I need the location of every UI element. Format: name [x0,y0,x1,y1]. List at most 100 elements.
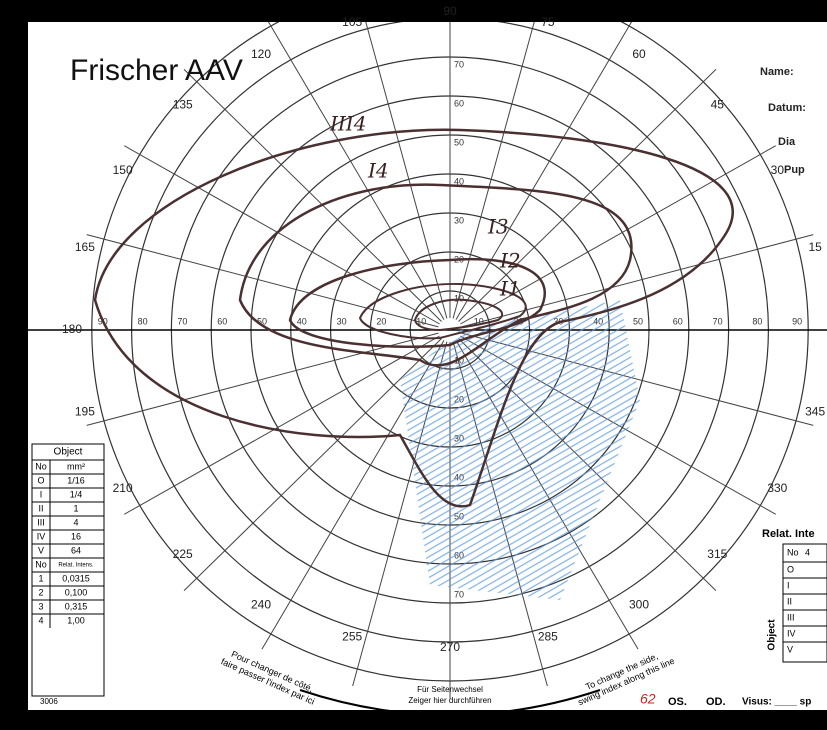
radial-label: 50 [257,316,267,326]
table-cell: II [38,503,43,513]
isopter-label: I3 [487,215,509,239]
angle-label: 165 [75,240,95,254]
radial-label: 60 [673,316,683,326]
radial-label: 20 [376,316,386,326]
spoke [124,145,440,325]
radial-label: 70 [713,316,723,326]
spoke [183,69,442,322]
footer-code: 3006 [40,697,58,706]
table-cell: 1 [73,503,78,513]
scotoma-hatch [400,300,640,600]
spoke [267,22,445,320]
table-cell: O [787,564,794,574]
angle-label: 15 [808,240,822,254]
table-cell: mm² [67,461,85,471]
angle-label: 330 [767,481,787,495]
spoke [183,338,442,591]
isopter-label: III4 [329,112,366,136]
header-field: Dia [778,136,796,148]
isopter-i1 [413,298,504,332]
radial-label: 40 [297,316,307,326]
table-cell: IV [37,531,46,541]
spoke [458,69,717,322]
table-cell: 4 [38,615,43,625]
radial-label: 40 [454,176,464,186]
table-cell: I [787,580,790,590]
radial-label: 70 [454,589,464,599]
radial-label: 80 [138,316,148,326]
isopter-i3 [288,257,547,348]
isopters [93,128,734,600]
angle-label: 270 [440,640,460,654]
isopter-label: I4 [367,159,389,183]
isopter-label: I2 [499,249,521,273]
spoke [455,22,633,320]
angle-label: 285 [538,629,558,643]
table-cell: 0,100 [65,587,88,597]
footer-note: Für Seitenwechsel [417,685,483,694]
table-cell: II [787,596,792,606]
radial-label: 10 [416,316,426,326]
isopter-iii4 [93,128,734,508]
table-cell: No [35,559,47,569]
isopter-i4 [238,183,633,367]
radial-label: 10 [474,316,484,326]
radial-label: 60 [217,316,227,326]
table-cell: 0,0315 [62,573,90,583]
radial-label: 70 [177,316,187,326]
table-cell: 4 [73,517,78,527]
radial-label: 60 [454,98,464,108]
object-table [31,443,105,697]
table-cell: 16 [71,531,81,541]
spoke [452,22,535,319]
table-cell: Relat. Intens. [58,563,94,569]
header-field: Pup [784,164,805,176]
angle-label: 60 [632,47,646,61]
angle-label: 315 [707,547,727,561]
header-field: Datum: [768,102,806,114]
angle-label: 135 [173,97,193,111]
footer-note: Zeiger hier durchführen [408,696,491,705]
spoke [461,234,814,328]
header-field: Name: [760,66,794,78]
angle-label: 225 [173,547,193,561]
table-cell: V [787,644,793,654]
table-cell: 1,00 [67,615,85,625]
angle-label: 30 [771,163,785,177]
title: Frischer AAV [70,54,243,87]
angle-label: 210 [113,481,133,495]
angle-label: 90 [443,4,457,18]
footer-mark: 62 [640,691,656,707]
table-cell: 2 [38,587,43,597]
angle-label: 150 [113,163,133,177]
table-cell: No [787,547,799,557]
table-cell: IV [787,628,796,638]
table-cell: 1 [38,573,43,583]
radial-label: 30 [454,215,464,225]
radial-label: 50 [454,137,464,147]
angle-label: 255 [342,629,362,643]
table-cell: V [38,545,44,555]
angle-label: 120 [251,47,271,61]
table-cell: 0,315 [65,601,88,611]
radial-label: 90 [792,316,802,326]
isopter-i2 [358,282,527,340]
footer-visus: Visus: ____ sp [742,697,811,708]
table-cell: III [37,517,45,527]
isopter-label: I1 [499,277,521,301]
angle-label: 195 [75,404,95,418]
table-cell: III [787,612,795,622]
table-cell: 1/4 [70,489,83,499]
table-side: Object [767,619,778,651]
angle-label: 45 [711,97,725,111]
table-cell: 1/16 [67,475,85,485]
angle-label: 180 [62,322,82,336]
relat-title: Relat. Inte [762,528,815,540]
footer-od: OD. [706,696,726,708]
table-title: Object [54,447,83,458]
spoke [86,234,439,328]
radial-label: 30 [337,316,347,326]
radial-label: 50 [633,316,643,326]
